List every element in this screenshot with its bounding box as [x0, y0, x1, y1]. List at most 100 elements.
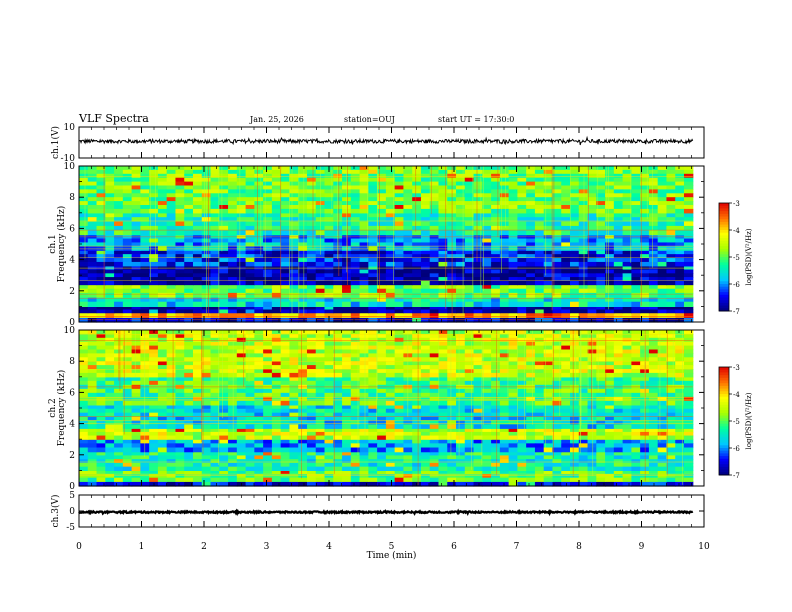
spectrogram-cell	[640, 312, 650, 318]
spectrogram-cell	[219, 431, 229, 437]
spectrogram-cell	[640, 212, 650, 218]
spectrogram-cell	[166, 408, 177, 414]
spectrogram-cell	[184, 306, 194, 311]
spectrogram-cell	[561, 412, 571, 418]
spectrogram-cell	[245, 301, 255, 307]
spectrogram-cell	[473, 376, 483, 382]
spectrogram-cell	[438, 201, 448, 206]
spectrogram-cell	[87, 217, 98, 223]
start-ut-label: start UT = 17:30:0	[438, 115, 515, 124]
spectrogram-cell	[359, 312, 369, 318]
spectrogram-cell	[385, 185, 396, 190]
spectrogram-cell	[631, 404, 641, 410]
spectrogram-cell	[105, 297, 115, 303]
spectrogram-cell	[385, 277, 396, 282]
spectrogram-cell	[578, 250, 589, 255]
spectrogram-cell	[131, 376, 141, 382]
spectrogram-cell	[640, 242, 650, 247]
spectrogram-cell	[254, 462, 264, 468]
spectrogram-cell	[289, 288, 299, 294]
spectrogram-cell	[306, 428, 317, 433]
spectrogram-cell	[385, 466, 396, 471]
spectrogram-cell	[456, 166, 466, 171]
spectrogram-cell	[552, 333, 562, 339]
spectrogram-cell	[333, 408, 343, 414]
spectrogram-cell	[526, 376, 536, 382]
spectrogram-cell	[280, 212, 291, 218]
spectrogram-cell	[394, 435, 405, 440]
spectrogram-cell	[175, 428, 185, 433]
spectrogram-cell	[271, 280, 282, 286]
spectrogram-cell	[140, 193, 150, 198]
spectrogram-cell	[157, 428, 168, 433]
spectrogram-cell	[499, 212, 510, 218]
spectrogram-cell	[491, 250, 501, 255]
spectrogram-cell	[87, 474, 98, 479]
spectrogram-cell	[175, 280, 185, 286]
spectrogram-cell	[394, 217, 405, 223]
spectrogram-cell	[640, 238, 650, 244]
spectrogram-cell	[526, 470, 536, 475]
spectrogram-cell	[456, 221, 466, 227]
spectrogram-cell	[613, 312, 624, 318]
spectrogram-cell	[587, 166, 597, 171]
spectrogram-cell	[228, 420, 238, 425]
spectrogram-cell	[482, 205, 492, 210]
spectrogram-cell	[412, 462, 422, 468]
spectrogram-cell	[543, 388, 554, 394]
spectrogram-cell	[561, 292, 571, 298]
spectrogram-cell	[192, 301, 203, 307]
spectrogram-cell	[657, 416, 668, 422]
y-tick-label: 10	[64, 162, 76, 172]
spectrogram-cell	[228, 185, 238, 190]
figure-title: VLF Spectra	[79, 112, 149, 125]
spectrogram-cell	[578, 481, 589, 487]
spectrogram-cell	[438, 197, 448, 202]
spectrogram-cell	[613, 284, 624, 290]
spectrogram-cell	[412, 166, 422, 171]
spectrogram-cell	[377, 481, 387, 487]
spectrogram-cell	[394, 297, 405, 303]
spectrogram-cell	[596, 238, 606, 244]
spectrogram-cell	[613, 376, 624, 382]
spectrogram-cell	[429, 447, 440, 453]
colorbar-cell	[719, 267, 729, 271]
spectrogram-cell	[96, 242, 106, 247]
spectrogram-cell	[570, 292, 580, 298]
spectrogram-cell	[666, 431, 676, 437]
spectrogram-cell	[184, 424, 194, 429]
spectrogram-cell	[298, 474, 308, 479]
spectrogram-cell	[254, 431, 264, 437]
spectrogram-cell	[105, 376, 115, 382]
spectrogram-cell	[412, 277, 422, 282]
spectrogram-cell	[438, 443, 448, 449]
spectrogram-cell	[149, 376, 159, 382]
spectrogram-cell	[464, 284, 475, 290]
spectrogram-cell	[570, 455, 580, 460]
spectrogram-cell	[271, 451, 282, 457]
spectrogram-cell	[315, 462, 326, 468]
spectrogram-cell	[517, 225, 527, 231]
spectrogram-cell	[412, 412, 422, 418]
spectrogram-cell	[491, 447, 501, 453]
spectrogram-cell	[114, 292, 124, 298]
spectrogram-cell	[561, 416, 571, 422]
spectrogram-cell	[578, 297, 589, 303]
spectrogram-cell	[254, 477, 264, 482]
spectrogram-cell	[210, 292, 220, 298]
spectrogram-cell	[447, 388, 457, 394]
spectrogram-cell	[657, 412, 668, 418]
spectrogram-cell	[552, 470, 562, 475]
spectrogram-cell	[596, 412, 606, 418]
spectrogram-cell	[368, 250, 378, 255]
spectrogram-cell	[377, 258, 387, 263]
spectrogram-cell	[359, 412, 369, 418]
spectrogram-cell	[675, 481, 685, 487]
spectrogram-cell	[587, 309, 597, 314]
spectrogram-cell	[298, 230, 308, 236]
spectrogram-cell	[166, 376, 177, 382]
spectrogram-cell	[596, 201, 606, 206]
spectrogram-cell	[175, 447, 185, 453]
spectrogram-cell	[456, 258, 466, 263]
spectrogram-cell	[587, 435, 597, 440]
